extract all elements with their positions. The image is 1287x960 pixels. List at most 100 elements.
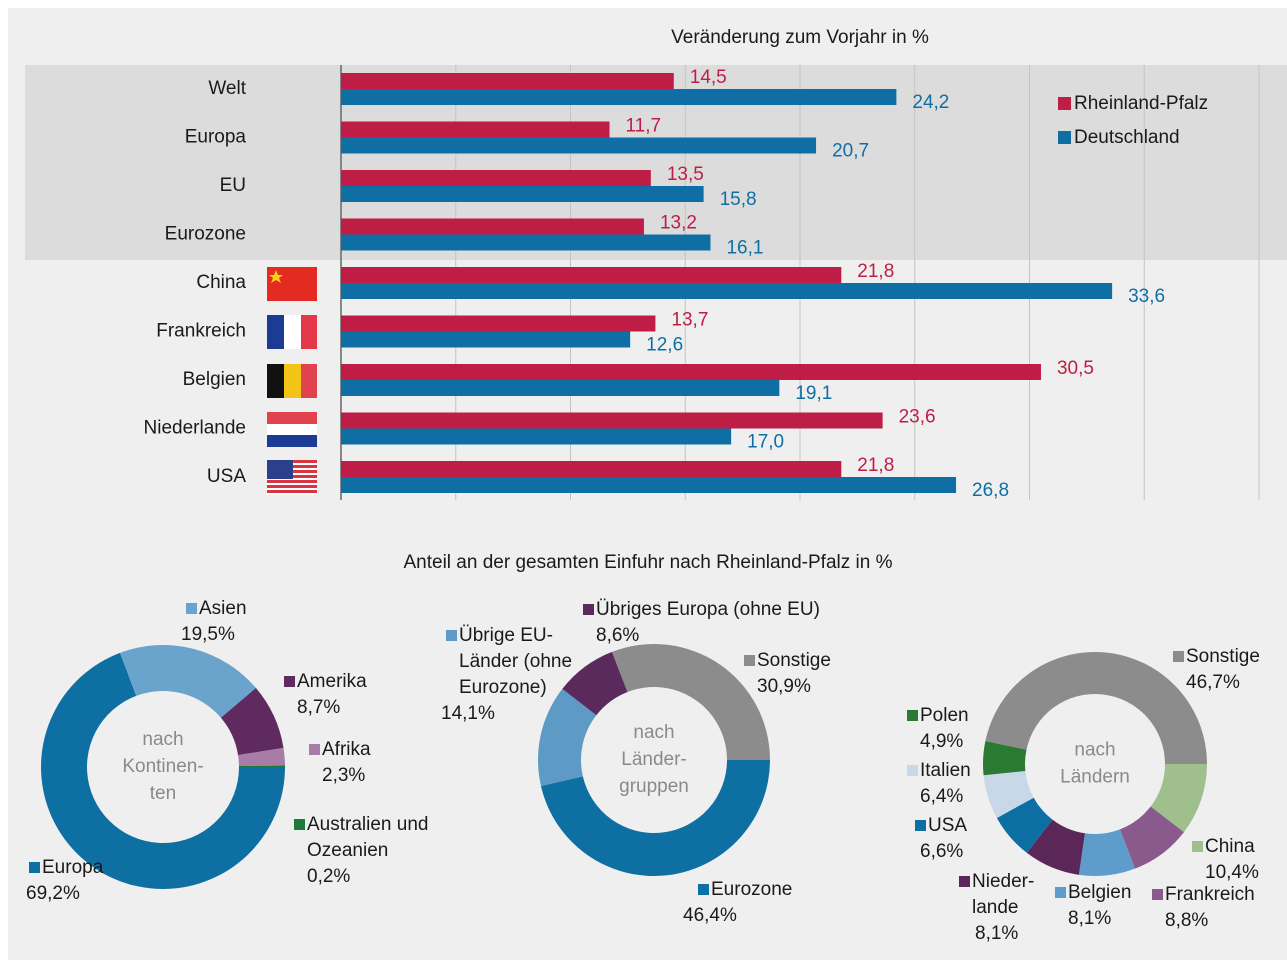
slice-value: 46,4% [683,905,737,926]
legend-swatch [583,604,594,615]
donut-slice [1119,806,1184,869]
legend-swatch [29,862,40,873]
legend-swatch [446,630,457,641]
bar [341,89,897,105]
value-label: 26,8 [972,480,1009,501]
center-label: Ländern [1060,767,1130,788]
legend-swatch [186,603,197,614]
bar [341,364,1041,380]
value-label: 12,6 [646,335,683,356]
slice-label: Ozeanien [307,840,388,861]
category-label: Welt [208,78,246,99]
flag-france [267,315,317,349]
donut-slice [1150,764,1207,833]
flag-china [267,267,317,301]
slice-label: Australien und [307,814,428,835]
center-label: nach [142,729,183,750]
donut-slice [238,747,285,767]
legend-swatch [1058,131,1071,144]
bar [341,380,780,396]
legend-swatch [1058,97,1071,110]
legend-label: Rheinland-Pfalz [1074,93,1208,114]
legend-swatch [1173,651,1184,662]
slice-value: 8,6% [596,625,639,646]
bar [341,121,610,138]
slice-label: Afrika [322,739,371,760]
value-label: 19,1 [795,383,832,404]
center-label: ten [150,783,176,804]
flag-usa [267,460,317,495]
donut-slice [983,771,1034,818]
slice-value: 6,4% [920,786,963,807]
legend-swatch [1055,887,1066,898]
slice-value: 6,6% [920,841,963,862]
category-label: USA [207,466,246,487]
value-label: 21,8 [857,261,894,282]
donut-slice [996,797,1053,853]
slice-value: 4,9% [920,731,963,752]
bar [341,137,817,154]
slice-label: Belgien [1068,882,1131,903]
flag-netherlands [267,412,317,447]
donut-slice [1026,819,1085,875]
slice-value: 69,2% [26,883,80,904]
bar [341,315,656,332]
donut-slice [983,740,1027,776]
value-label: 21,8 [857,455,894,476]
donut-slice [538,688,597,787]
donut-slice [611,644,770,760]
bar [341,267,842,283]
bar [341,73,674,89]
category-label: EU [220,175,246,196]
donut-slice [540,760,770,876]
bar [341,186,704,202]
slice-label: Übrige EU- [459,625,553,646]
value-label: 24,2 [912,92,949,113]
center-label: Kontinen- [122,756,203,777]
slice-label: Frankreich [1165,884,1255,905]
value-label: 33,6 [1128,286,1165,307]
value-label: 17,0 [747,432,784,453]
bar [341,283,1113,299]
value-label: 16,1 [726,238,763,259]
slice-label: China [1205,836,1255,857]
donut-slice [1078,829,1135,877]
value-label: 13,5 [667,164,704,185]
legend-swatch [294,819,305,830]
section-title: Anteil an der gesamten Einfuhr nach Rhei… [403,552,892,573]
category-label: Eurozone [165,224,246,245]
category-label: Europa [185,127,247,148]
bar [341,170,651,186]
slice-label: Amerika [297,671,367,692]
slice-label: Europa [42,857,104,878]
donut-slice [220,687,284,756]
legend-swatch [959,876,970,887]
donut-slice [238,765,285,767]
center-label: nach [633,722,674,743]
legend-swatch [1152,889,1163,900]
legend-label: Deutschland [1074,127,1180,148]
value-label: 13,2 [660,213,697,234]
flag-belgium [267,364,317,398]
slice-label: Italien [920,760,971,781]
slice-value: 8,8% [1165,910,1208,931]
slice-label: Nieder- [972,871,1034,892]
slice-label: lande [972,897,1019,918]
slice-label: Sonstige [1186,646,1260,667]
legend-swatch [284,676,295,687]
slice-label: Länder (ohne [459,651,572,672]
value-label: 20,7 [832,141,869,162]
value-label: 13,7 [671,310,708,331]
legend-swatch [309,744,320,755]
legend-swatch [698,884,709,895]
bar [341,477,957,493]
slice-value: 30,9% [757,676,811,697]
category-label: Niederlande [144,418,246,439]
legend-swatch [907,710,918,721]
slice-label: Polen [920,705,969,726]
bar [341,461,842,477]
donut-slice [562,651,628,716]
value-label: 30,5 [1057,358,1094,379]
center-label: Länder- [621,749,687,770]
category-label: Frankreich [156,321,246,342]
